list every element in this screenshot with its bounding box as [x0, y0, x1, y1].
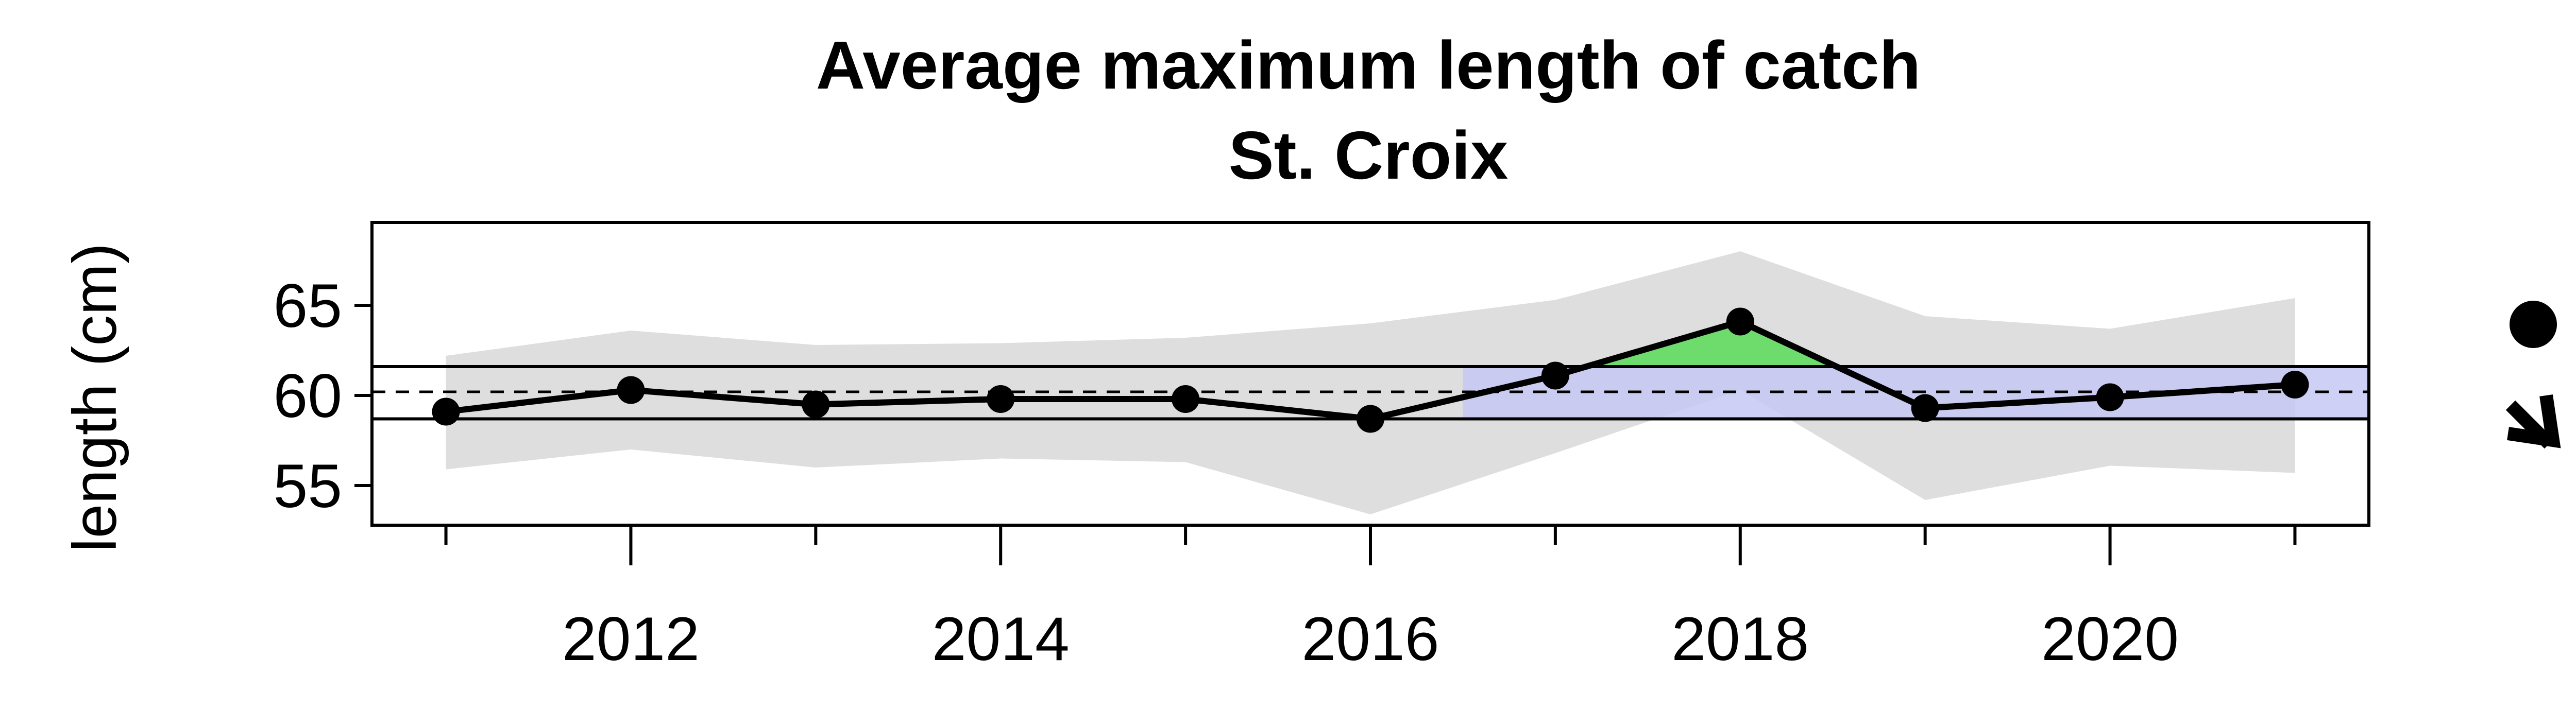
uncertainty-band [446, 251, 2295, 514]
data-point [802, 390, 830, 419]
axes: 55 60 65 2012 2014 2016 2018 2020 [274, 221, 2370, 673]
data-point [1541, 361, 1569, 390]
chart-subtitle: St. Croix [1229, 117, 1509, 193]
data-point [1726, 307, 1754, 336]
data-point [987, 385, 1015, 413]
data-point [2096, 383, 2124, 411]
x-tick-label: 2016 [1302, 604, 1439, 673]
plot-area [372, 251, 2369, 514]
y-tick-label: 55 [274, 452, 342, 521]
x-tick-label: 2014 [932, 604, 1070, 673]
data-point [617, 376, 645, 404]
data-point [432, 397, 460, 426]
y-tick-label: 60 [274, 361, 342, 430]
chart-title: Average maximum length of catch [816, 27, 1921, 103]
y-tick-label: 65 [274, 271, 342, 340]
data-point [1911, 394, 1939, 422]
x-tick-label: 2012 [562, 604, 700, 673]
x-tick-label: 2018 [1671, 604, 1809, 673]
data-point [2281, 371, 2309, 399]
mean-indicator-icon [2510, 301, 2557, 348]
trend-arrow-down-right-icon [2505, 394, 2561, 449]
y-axis-label: length (cm) [60, 243, 129, 552]
data-point [1357, 405, 1384, 433]
x-tick-label: 2020 [2041, 604, 2179, 673]
trend-indicators [2505, 301, 2561, 449]
data-point [1172, 385, 1200, 413]
